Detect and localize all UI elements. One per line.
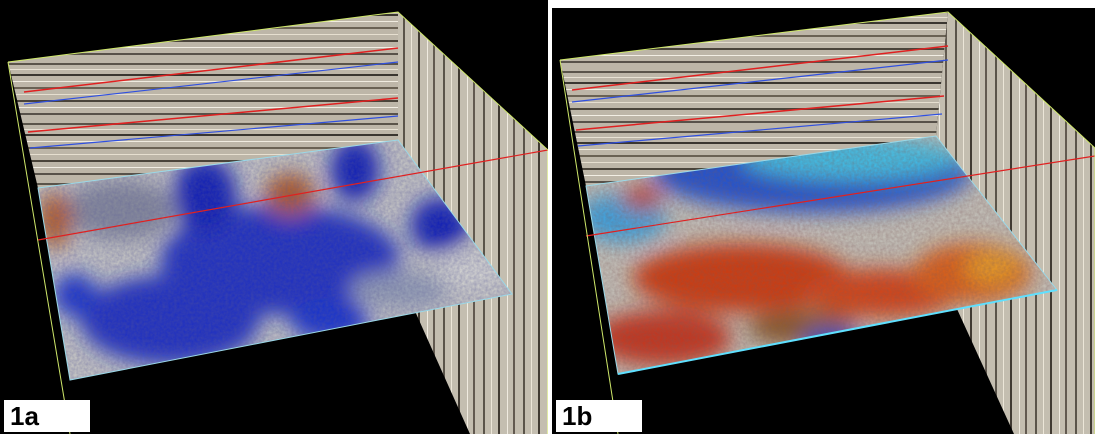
red-horizon-line [37,149,548,241]
cube-render-1b [559,11,1095,434]
seismic-cube-1a: 1a [0,0,548,434]
lower-section [410,294,512,434]
right-wall-section [398,12,548,434]
right-wall-section [936,12,1095,434]
back-wall-section [8,12,398,188]
panel-label-1a: 1a [4,400,90,432]
panel-label-1b: 1b [556,400,642,432]
seismic-cube-1b: 1b [552,8,1095,434]
cube-render-1a [7,11,548,434]
red-horizon-line [585,155,1095,237]
back-wall-section [560,12,948,186]
slice-front-edge [617,289,1058,375]
lower-section [952,290,1057,434]
